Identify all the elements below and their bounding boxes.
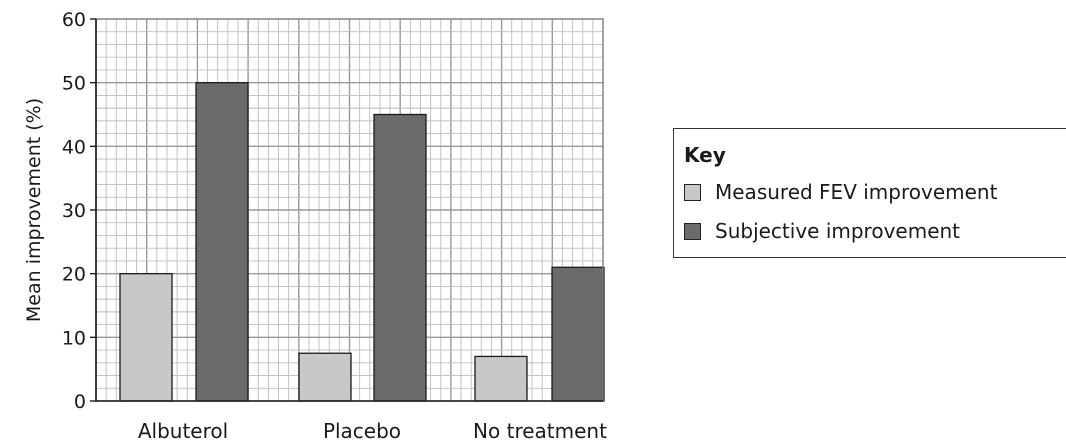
y-tick-label: 0 xyxy=(74,391,86,413)
bar-subjective-placebo xyxy=(373,113,427,402)
legend-label-measured: Measured FEV improvement xyxy=(715,180,998,204)
legend-item-subjective: Subjective improvement xyxy=(684,219,960,243)
bar-measured-no-treatment xyxy=(474,355,528,402)
x-category-label: No treatment xyxy=(473,419,607,443)
legend-label-subjective: Subjective improvement xyxy=(715,219,961,243)
y-tick-label: 60 xyxy=(62,9,86,31)
y-axis-title: Mean improvement (%) xyxy=(23,98,45,322)
legend-swatch-measured xyxy=(684,183,701,201)
legend-swatch-subjective xyxy=(684,222,701,240)
legend-title: Key xyxy=(684,143,726,167)
y-tick-label: 50 xyxy=(62,73,86,95)
y-tick-label: 30 xyxy=(62,200,86,222)
y-tick-label: 40 xyxy=(62,136,86,158)
bar-measured-albuterol xyxy=(119,273,173,402)
bar-subjective-no-treatment xyxy=(551,266,605,402)
x-category-label: Placebo xyxy=(323,419,401,443)
bar-subjective-albuterol xyxy=(195,82,249,402)
axes xyxy=(90,18,604,402)
y-tick-label: 20 xyxy=(62,264,86,286)
x-category-label: Albuterol xyxy=(138,419,228,443)
bars xyxy=(119,82,605,402)
labels: 0 10 20 30 40 50 60 Albuterol Placebo No treatmen… xyxy=(62,9,607,443)
bar-measured-placebo xyxy=(298,352,352,402)
y-tick-label: 10 xyxy=(62,327,86,349)
legend-item-measured: Measured FEV improvement xyxy=(684,180,997,204)
legend: Key Measured FEV improvement Subjective … xyxy=(673,128,1066,258)
